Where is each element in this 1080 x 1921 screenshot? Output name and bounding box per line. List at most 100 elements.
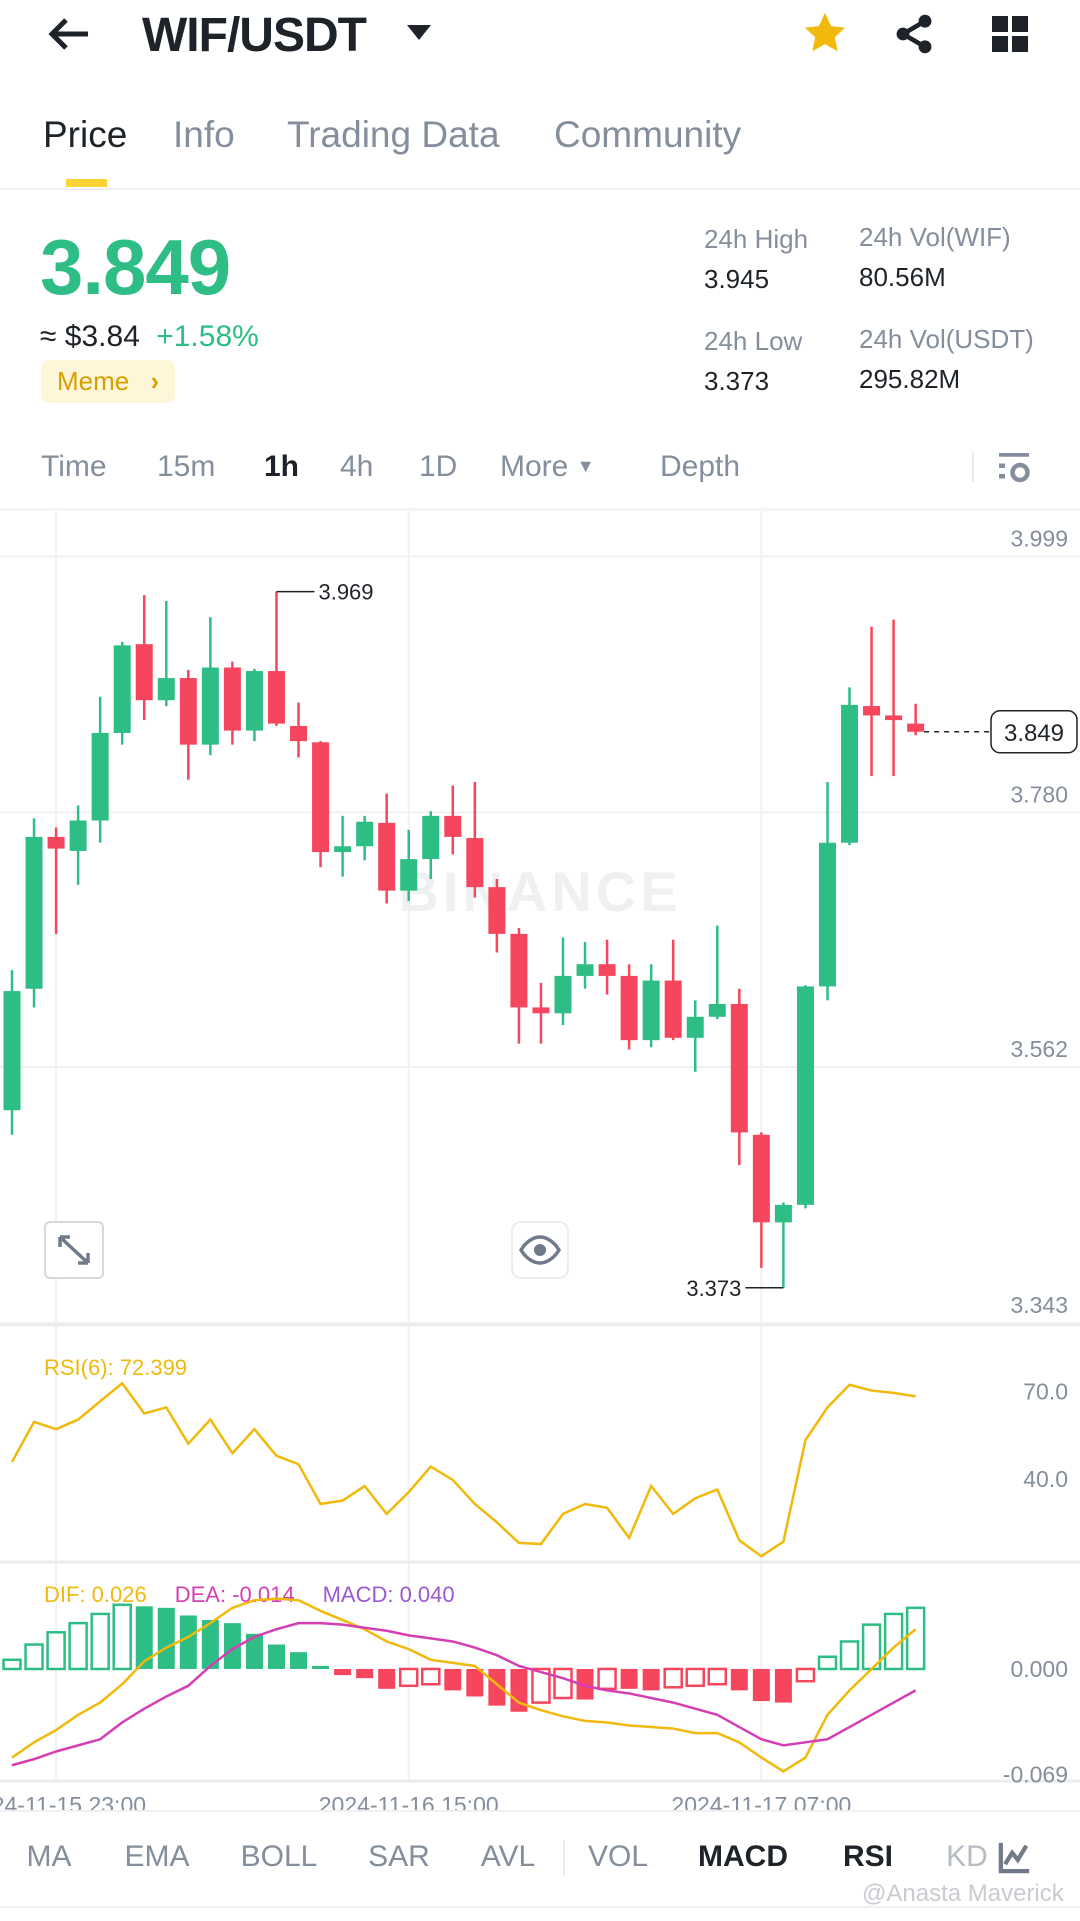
candle <box>554 937 572 1025</box>
macd-histogram-bar <box>245 1633 263 1669</box>
macd-histogram-bar <box>46 1631 66 1671</box>
macd-histogram-bar <box>24 1643 44 1671</box>
chart-settings-icon[interactable] <box>996 450 1032 486</box>
indicator-sar[interactable]: SAR <box>368 1840 430 1873</box>
candle-body <box>642 980 660 1041</box>
caret-down-icon[interactable] <box>406 24 432 42</box>
macd-histogram-bar <box>223 1623 241 1669</box>
macd-histogram-bar <box>597 1667 617 1691</box>
time-axis-label: 2024-11-17 07:00 <box>671 1792 851 1811</box>
kline-chart[interactable]: BINANCE 3.969 3.373 3.849 RSI(6): 72.399 D… <box>0 511 1080 1811</box>
price-sub: ≈ $3.84 +1.58% <box>40 320 259 354</box>
price-axis-label: 3.562 <box>1010 1036 1068 1062</box>
indicator-macd[interactable]: MACD <box>698 1840 788 1873</box>
price-axis-label: 3.343 <box>1010 1292 1068 1318</box>
candle <box>466 782 484 898</box>
vol-base-value: 80.56M <box>859 262 946 292</box>
divider <box>0 1906 1080 1908</box>
macd-histogram-bar <box>488 1668 506 1706</box>
indicator-kd[interactable]: KD <box>946 1840 988 1873</box>
eye-icon <box>518 1235 562 1265</box>
meme-tag[interactable]: Meme › <box>41 360 176 403</box>
interval-4h[interactable]: 4h <box>340 450 374 483</box>
price-change: +1.58% <box>156 320 259 353</box>
macd-histogram-bar <box>905 1606 926 1671</box>
candle <box>752 1132 770 1268</box>
visibility-button[interactable] <box>511 1221 569 1279</box>
interval-1h[interactable]: 1h <box>264 450 300 483</box>
candle-body <box>378 822 396 891</box>
candle <box>91 696 109 843</box>
candle <box>620 964 638 1050</box>
dea-line <box>11 1621 917 1767</box>
candle-body <box>554 975 572 1014</box>
macd-histogram-bar <box>112 1603 132 1671</box>
more-label: More <box>500 450 569 483</box>
candle <box>422 811 440 879</box>
macd-histogram-bar <box>730 1668 748 1691</box>
candle-body <box>686 1016 704 1038</box>
current-price-label: 3.849 <box>1004 720 1064 747</box>
candle <box>598 939 616 995</box>
binance-watermark: BINANCE <box>398 860 681 923</box>
low-value: 3.373 <box>704 366 770 396</box>
candle <box>642 964 660 1048</box>
tab-community[interactable]: Community <box>554 114 742 155</box>
macd-histogram-bar <box>334 1668 352 1676</box>
macd-histogram-bar <box>90 1612 110 1671</box>
expand-icon <box>58 1235 90 1265</box>
tab-info[interactable]: Info <box>173 114 235 155</box>
pair-title[interactable]: WIF/USDT <box>142 9 367 62</box>
vol-base-label: 24h Vol(WIF) <box>859 222 1011 252</box>
candle-body <box>157 678 175 701</box>
macd-histogram-bar <box>421 1667 441 1686</box>
candle-body <box>774 1204 792 1223</box>
tab-trading-data[interactable]: Trading Data <box>287 114 500 155</box>
back-button[interactable] <box>44 14 94 54</box>
candle <box>334 815 352 877</box>
interval-1d[interactable]: 1D <box>419 450 458 483</box>
macd-histogram-bar <box>839 1640 860 1671</box>
candle <box>69 805 87 885</box>
indicator-avl[interactable]: AVL <box>480 1840 536 1873</box>
interval-more[interactable]: More ▼ <box>500 450 595 484</box>
grid-icon[interactable] <box>990 14 1030 54</box>
interval-depth[interactable]: Depth <box>660 450 741 483</box>
share-icon[interactable] <box>892 12 936 56</box>
candle-body <box>135 644 153 701</box>
candle-body <box>312 742 330 853</box>
candle-body <box>863 706 881 716</box>
tab-price[interactable]: Price <box>43 114 128 155</box>
fullscreen-button[interactable] <box>44 1221 104 1279</box>
candle <box>290 702 308 758</box>
candle-body <box>267 671 285 724</box>
indicator-settings-icon[interactable] <box>998 1840 1032 1874</box>
macd-histogram-bar <box>2 1658 22 1671</box>
candle-body <box>907 723 925 732</box>
indicator-ma[interactable]: MA <box>26 1840 72 1873</box>
macd-axis-label: -0.069 <box>1003 1761 1068 1787</box>
price-axis-label: 3.999 <box>1010 526 1068 552</box>
macd-axis-label: 0.000 <box>1010 1656 1068 1682</box>
interval-time[interactable]: Time <box>41 450 107 483</box>
price-axis-label: 3.780 <box>1010 781 1068 807</box>
candle <box>444 785 462 855</box>
candle <box>400 829 418 902</box>
candle-body <box>290 725 308 742</box>
candle-body <box>466 838 484 888</box>
divider <box>0 1810 1080 1812</box>
candle-body <box>69 820 87 851</box>
candle <box>708 925 726 1020</box>
candle-body <box>444 815 462 837</box>
macd-legend-macd: MACD: 0.040 <box>323 1582 455 1607</box>
indicator-boll[interactable]: BOLL <box>240 1840 318 1873</box>
indicator-rsi[interactable]: RSI <box>842 1840 894 1873</box>
candle-body <box>708 1003 726 1017</box>
star-icon[interactable] <box>802 10 848 56</box>
macd-histogram-bar <box>312 1665 330 1669</box>
interval-15m[interactable]: 15m <box>157 450 216 483</box>
macd-histogram-bar <box>179 1615 197 1669</box>
indicator-vol[interactable]: VOL <box>587 1840 649 1873</box>
vol-quote-value: 295.82M <box>859 364 961 394</box>
indicator-ema[interactable]: EMA <box>124 1840 190 1873</box>
